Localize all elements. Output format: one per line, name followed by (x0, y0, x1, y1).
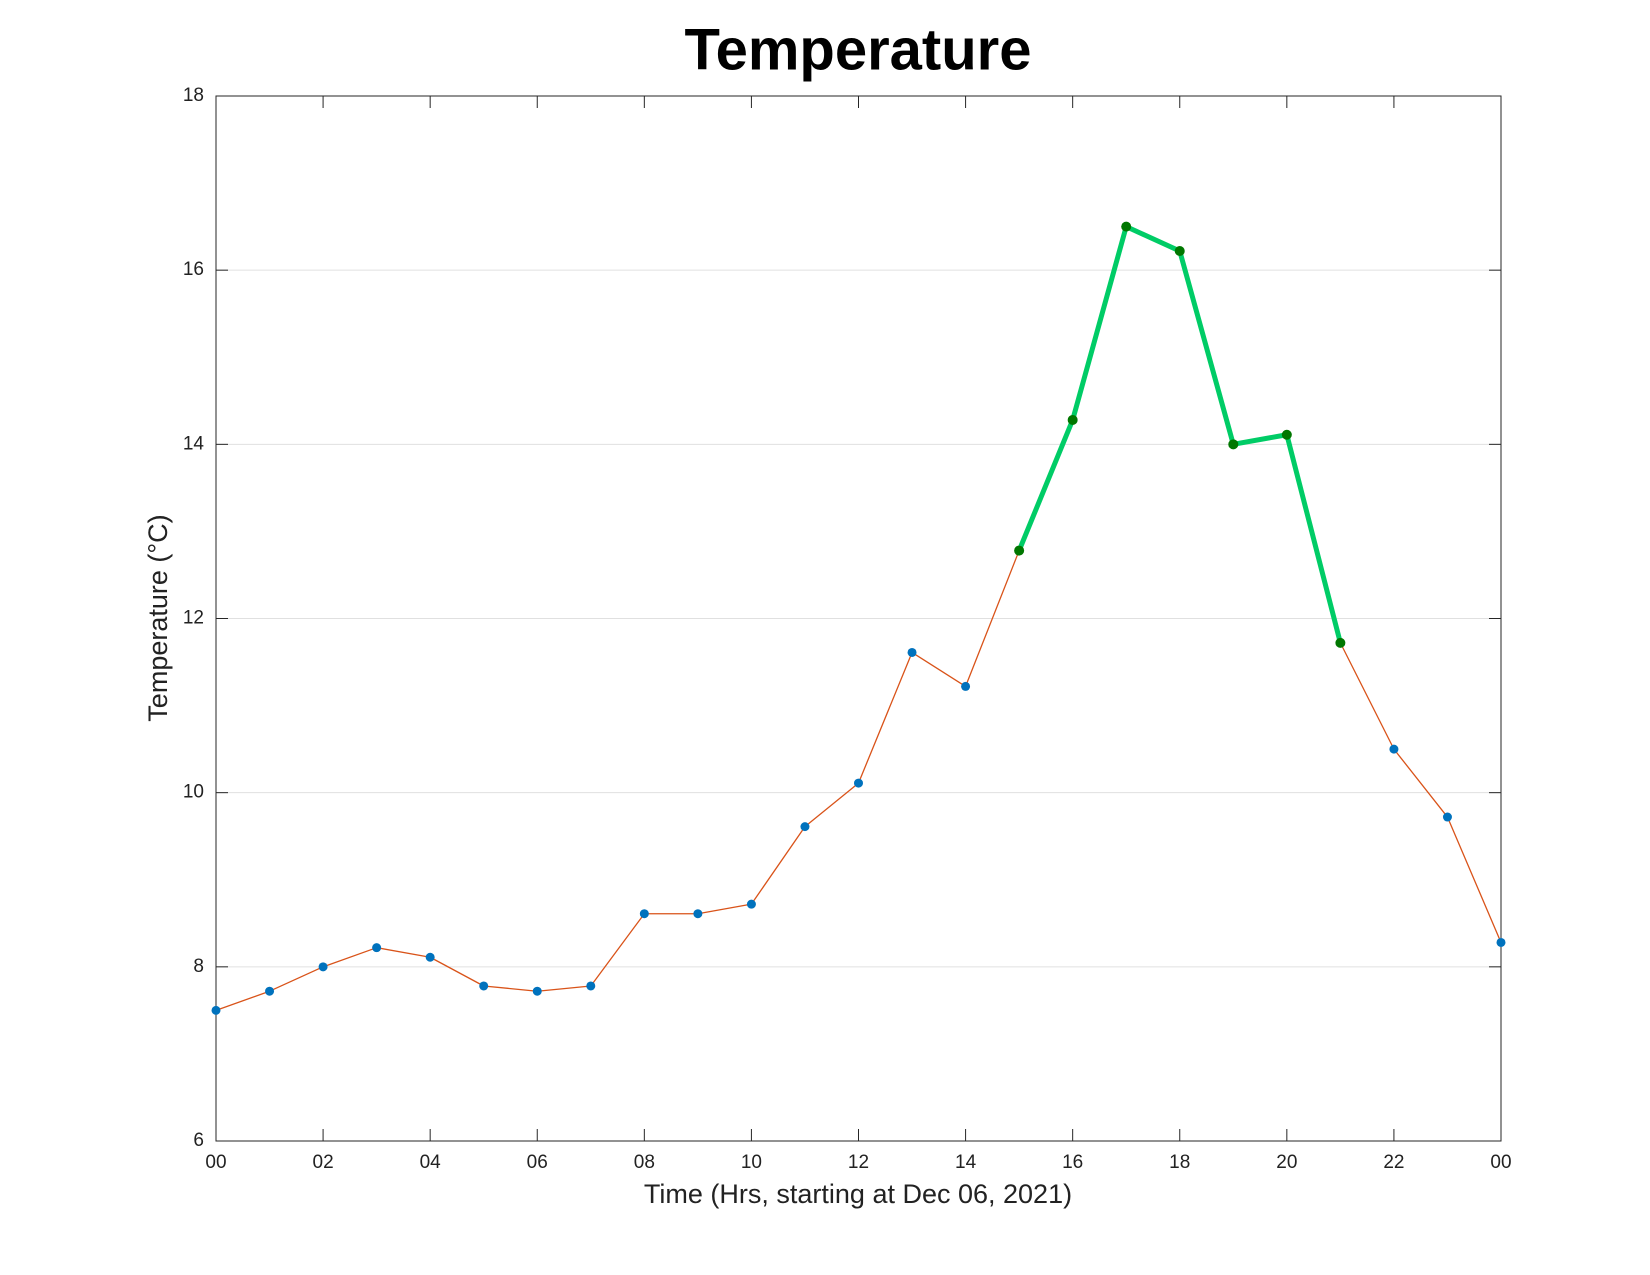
y-tick-label: 12 (183, 608, 204, 629)
x-tick-label: 06 (527, 1152, 548, 1173)
marker (532, 986, 542, 996)
x-tick-label: 08 (634, 1152, 655, 1173)
x-tick-label: 18 (1169, 1152, 1190, 1173)
x-tick-label: 10 (741, 1152, 762, 1173)
marker (211, 1005, 221, 1015)
y-tick-label: 6 (193, 1130, 204, 1151)
marker (907, 647, 917, 657)
marker (1496, 937, 1506, 947)
marker (1121, 221, 1132, 232)
marker (479, 981, 489, 991)
marker (372, 943, 382, 953)
y-tick-label: 18 (183, 85, 204, 106)
x-tick-label: 14 (955, 1152, 977, 1173)
x-tick-label: 22 (1383, 1152, 1404, 1173)
x-tick-label: 00 (1490, 1152, 1511, 1173)
marker (1014, 545, 1025, 556)
y-axis-label: Temperature (°C) (143, 514, 173, 721)
marker (746, 899, 756, 909)
marker (693, 909, 703, 919)
plot-frame (215, 95, 1502, 1142)
marker (854, 778, 863, 788)
x-tick-label: 00 (205, 1152, 226, 1173)
x-tick-label: 02 (313, 1152, 334, 1173)
x-tick-label: 20 (1276, 1152, 1297, 1173)
marker (318, 962, 328, 972)
y-tick-label: 8 (193, 956, 204, 977)
marker (1067, 414, 1078, 425)
marker (1228, 439, 1239, 450)
x-tick-label: 16 (1062, 1152, 1083, 1173)
x-tick-label: 12 (848, 1152, 869, 1173)
y-tick-label: 10 (183, 782, 204, 803)
marker (586, 981, 596, 991)
y-tick-label: 16 (183, 259, 204, 280)
marker (1389, 744, 1399, 754)
y-tick-label: 14 (183, 433, 205, 454)
marker (800, 822, 810, 832)
marker (425, 952, 435, 962)
marker (639, 909, 649, 919)
marker (1174, 246, 1185, 257)
marker (1335, 637, 1346, 648)
marker (265, 986, 275, 996)
marker (961, 681, 971, 691)
x-axis-label: Time (Hrs, starting at Dec 06, 2021) (644, 1179, 1072, 1209)
marker (1281, 429, 1292, 440)
marker (1442, 812, 1452, 822)
chart-title: Temperature (684, 17, 1031, 82)
x-tick-label: 04 (420, 1152, 442, 1173)
